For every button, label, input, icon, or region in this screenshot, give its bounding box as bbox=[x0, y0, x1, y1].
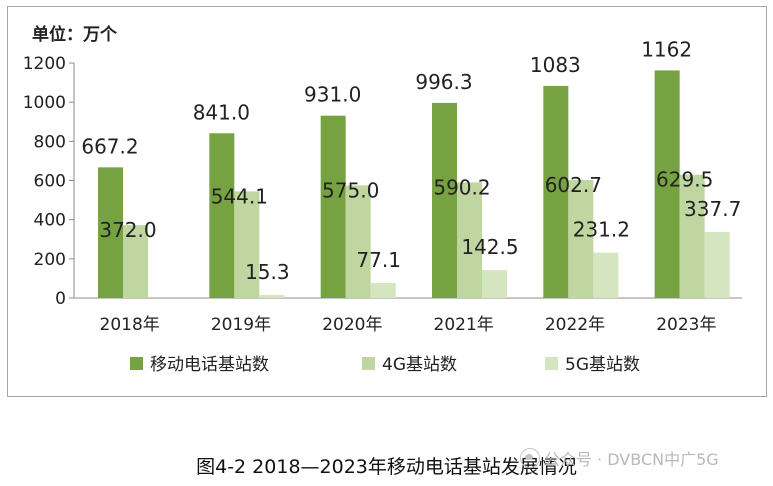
data-label: 590.2 bbox=[433, 175, 490, 199]
unit-label: 单位：万个 bbox=[32, 25, 117, 45]
data-label: 667.2 bbox=[81, 134, 138, 158]
data-label: 931.0 bbox=[304, 83, 361, 107]
y-tick-label: 200 bbox=[34, 250, 66, 270]
data-label: 15.3 bbox=[245, 260, 290, 284]
data-label: 1083 bbox=[530, 53, 581, 77]
legend-label: 4G基站数 bbox=[382, 355, 457, 375]
bar-total bbox=[320, 115, 346, 298]
bar-4g bbox=[457, 182, 482, 298]
bar-total bbox=[432, 102, 457, 298]
legend-label: 移动电话基站数 bbox=[150, 355, 269, 375]
data-label: 841.0 bbox=[193, 100, 250, 124]
data-label: 77.1 bbox=[356, 248, 401, 272]
y-tick-label: 0 bbox=[55, 289, 66, 309]
bar-5g bbox=[482, 270, 507, 298]
x-tick-label: 2019年 bbox=[211, 315, 271, 335]
data-label: 231.2 bbox=[573, 218, 630, 242]
y-tick-label: 400 bbox=[34, 211, 66, 231]
watermark: 公众号 · DVBCN中广5G bbox=[520, 446, 719, 470]
bar-chart: 0 200 400 600 800 1000 1200 667.2 372.0 2018年 841.… bbox=[23, 37, 742, 375]
y-tick-label: 600 bbox=[34, 172, 66, 192]
bar-total bbox=[98, 167, 123, 298]
chart-frame bbox=[7, 6, 767, 397]
data-label: 544.1 bbox=[211, 184, 268, 208]
legend-swatch bbox=[130, 357, 143, 370]
bar-total bbox=[209, 133, 235, 298]
data-label: 142.5 bbox=[461, 235, 518, 259]
y-tick-label: 800 bbox=[34, 132, 66, 152]
bar-4g bbox=[345, 185, 371, 298]
x-tick-label: 2018年 bbox=[100, 315, 160, 335]
watermark-text: 公众号 · DVBCN中广5G bbox=[544, 450, 719, 469]
figure-caption: 图4-2 2018—2023年移动电话基站发展情况 bbox=[196, 456, 577, 478]
y-tick-label: 1200 bbox=[23, 54, 66, 74]
bar-4g bbox=[234, 191, 260, 298]
bar-5g bbox=[593, 252, 619, 298]
data-label: 629.5 bbox=[656, 168, 713, 192]
bar-4g bbox=[679, 174, 705, 298]
x-tick-label: 2023年 bbox=[656, 315, 716, 335]
data-label: 575.0 bbox=[322, 178, 379, 202]
legend-swatch bbox=[545, 357, 558, 370]
data-label: 602.7 bbox=[545, 173, 602, 197]
bar-5g bbox=[370, 282, 396, 298]
data-label: 337.7 bbox=[684, 197, 741, 221]
y-tick-label: 1000 bbox=[23, 93, 66, 113]
data-label: 996.3 bbox=[415, 70, 472, 94]
data-label: 1162 bbox=[641, 37, 692, 61]
x-tick-label: 2022年 bbox=[545, 315, 605, 335]
legend-swatch bbox=[362, 357, 375, 370]
x-tick-label: 2020年 bbox=[322, 315, 382, 335]
bar-4g bbox=[568, 179, 594, 298]
x-tick-label: 2021年 bbox=[434, 315, 494, 335]
bar-5g bbox=[259, 295, 285, 298]
wechat-icon bbox=[520, 448, 540, 468]
bar-total bbox=[654, 70, 680, 298]
bar-total bbox=[543, 85, 569, 298]
legend-label: 5G基站数 bbox=[565, 355, 640, 375]
data-label: 372.0 bbox=[99, 218, 156, 242]
bar-5g bbox=[704, 231, 730, 298]
bar-4g bbox=[123, 225, 148, 298]
